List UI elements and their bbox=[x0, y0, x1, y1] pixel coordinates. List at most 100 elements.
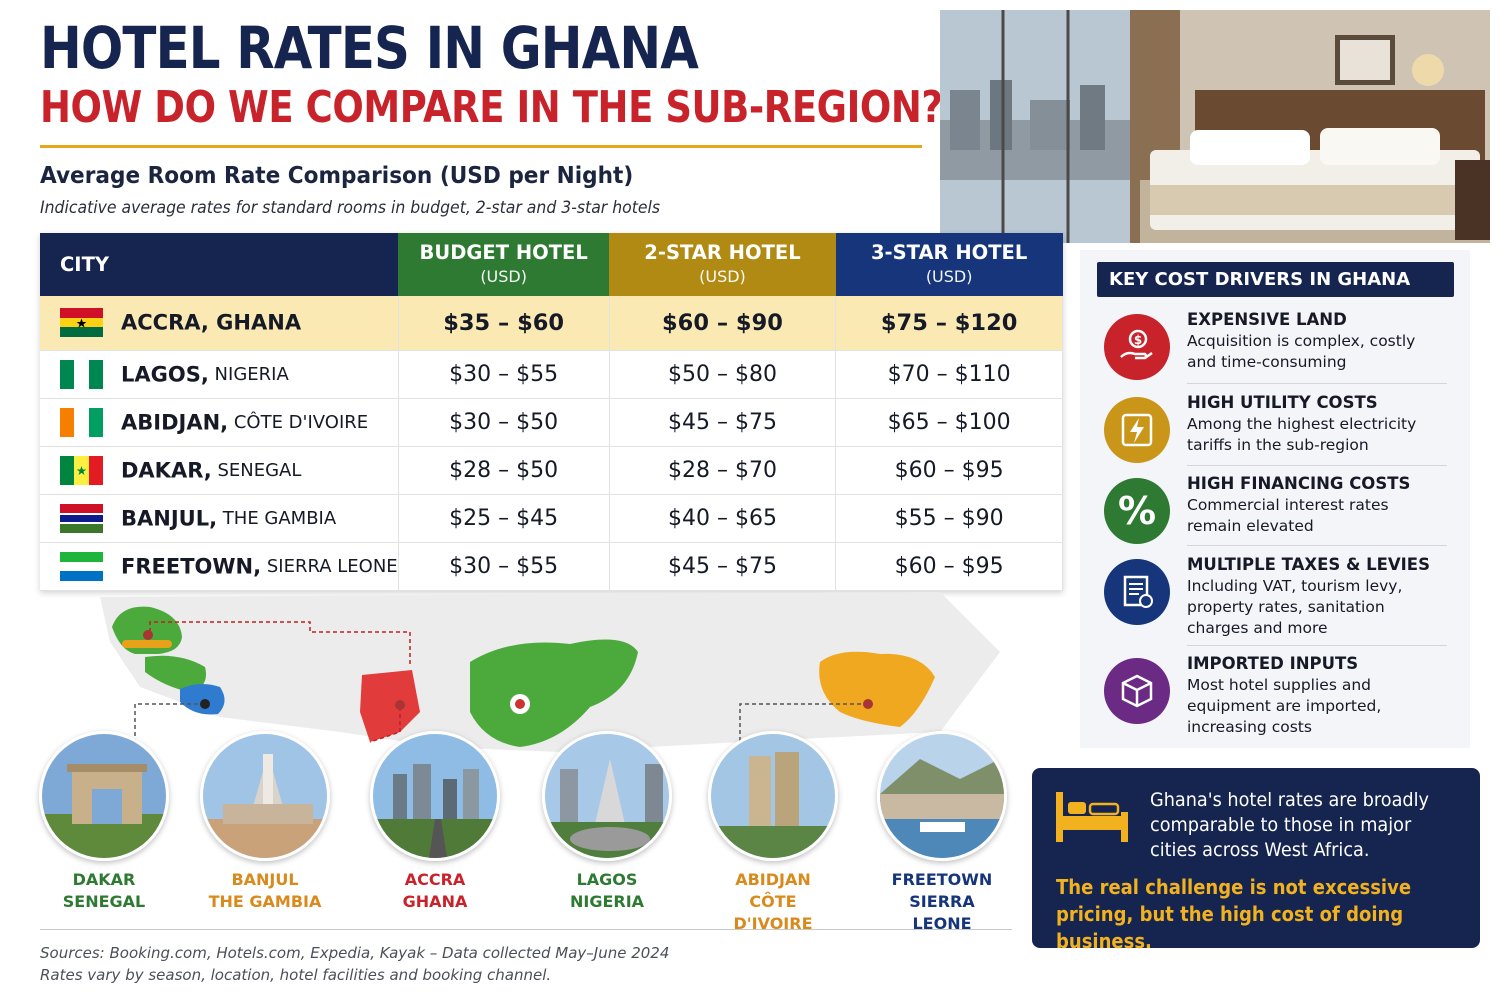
map-pin-icon bbox=[395, 700, 405, 710]
two-star-rate-cell: $60 – $90 bbox=[609, 296, 837, 351]
two-star-rate-cell: $45 – $75 bbox=[609, 542, 837, 591]
three-star-rate-cell: $60 – $95 bbox=[835, 542, 1063, 591]
sierra-leone-shape bbox=[180, 683, 225, 715]
map-pin-icon bbox=[515, 699, 525, 709]
nigeria-flag-icon bbox=[60, 359, 103, 389]
driver-separator bbox=[1187, 545, 1447, 546]
landmark-label: BANJUL THE GAMBIA bbox=[208, 870, 322, 911]
city-cell: ABIDJAN, CÔTE D'IVOIRE bbox=[40, 398, 399, 447]
budget-rate-cell: $25 – $45 bbox=[398, 494, 610, 543]
table-row-banjul: BANJUL, THE GAMBIA $25 – $45 $40 – $65 $… bbox=[40, 494, 1063, 543]
three-star-rate-cell: $65 – $100 bbox=[835, 398, 1063, 447]
budget-rate-cell: $30 – $55 bbox=[398, 350, 610, 399]
sources-divider bbox=[40, 929, 1012, 930]
landmark-accra: ACCRA GHANA bbox=[370, 731, 500, 913]
banjul-landmark-image bbox=[200, 731, 330, 861]
driver-description: Among the highest electricity tariffs in… bbox=[1187, 415, 1417, 454]
column-header-budget: BUDGET HOTEL (USD) bbox=[398, 233, 610, 296]
driver-description: Including VAT, tourism levy, property ra… bbox=[1187, 577, 1403, 637]
three-star-rate-cell: $60 – $95 bbox=[835, 446, 1063, 495]
sources-text: Sources: Booking.com, Hotels.com, Expedi… bbox=[40, 944, 670, 962]
ghana-flag-icon bbox=[60, 308, 103, 338]
nigeria-shape bbox=[470, 639, 638, 747]
driver-description: Commercial interest rates remain elevate… bbox=[1187, 496, 1389, 535]
cote-divoire-flag-icon bbox=[60, 407, 103, 437]
cost-drivers-heading: KEY COST DRIVERS IN GHANA bbox=[1097, 262, 1454, 297]
driver-separator bbox=[1187, 465, 1447, 466]
city-cell: DAKAR, SENEGAL bbox=[40, 446, 399, 495]
two-star-rate-cell: $40 – $65 bbox=[609, 494, 837, 543]
freetown-landmark-image bbox=[877, 731, 1007, 861]
driver-separator bbox=[1187, 383, 1447, 384]
hotel-room-photo bbox=[940, 10, 1490, 243]
landmark-label: LAGOS NIGERIA bbox=[569, 870, 645, 911]
city-cell: BANJUL, THE GAMBIA bbox=[40, 494, 399, 543]
senegal-flag-icon bbox=[60, 455, 103, 485]
driver-description: Most hotel supplies and equipment are im… bbox=[1187, 676, 1382, 736]
driver-title: IMPORTED INPUTS bbox=[1187, 654, 1359, 673]
money-hand-icon: $ bbox=[1104, 314, 1170, 380]
table-row-abidjan: ABIDJAN, CÔTE D'IVOIRE $30 – $50 $45 – $… bbox=[40, 398, 1063, 447]
landmark-freetown: FREETOWN SIERRA LEONE bbox=[877, 731, 1007, 935]
table-row-dakar: DAKAR, SENEGAL $28 – $50 $28 – $70 $60 –… bbox=[40, 446, 1063, 495]
callout-statement: Ghana's hotel rates are broadly comparab… bbox=[1150, 789, 1429, 861]
conclusion-callout: Ghana's hotel rates are broadly comparab… bbox=[1032, 768, 1480, 953]
gambia-shape bbox=[122, 640, 172, 648]
abidjan-landmark-image bbox=[708, 731, 838, 861]
callout-conclusion: The real challenge is not excessive pric… bbox=[1056, 875, 1412, 953]
bed-icon bbox=[1054, 790, 1130, 850]
landmark-label: DAKAR SENEGAL bbox=[62, 870, 146, 911]
two-star-rate-cell: $50 – $80 bbox=[609, 350, 837, 399]
ghana-shape bbox=[360, 670, 420, 742]
three-star-rate-cell: $70 – $110 bbox=[835, 350, 1063, 399]
rate-comparison-table: CITY BUDGET HOTEL (USD) 2-STAR HOTEL (USD)… bbox=[40, 233, 1063, 591]
table-row-freetown: FREETOWN, SIERRA LEONE $30 – $55 $45 – $… bbox=[40, 542, 1063, 591]
landmark-lagos: LAGOS NIGERIA bbox=[542, 731, 672, 913]
section-title: Average Room Rate Comparison (USD per Ni… bbox=[40, 163, 634, 189]
gambia-flag-icon bbox=[60, 503, 103, 533]
driver-description: Acquisition is complex, costly and time-… bbox=[1187, 332, 1416, 371]
driver-title: HIGH UTILITY COSTS bbox=[1187, 393, 1378, 412]
lightning-icon bbox=[1104, 397, 1170, 463]
two-star-rate-cell: $28 – $70 bbox=[609, 446, 837, 495]
section-note: Indicative average rates for standard ro… bbox=[40, 198, 661, 217]
landmark-label: FREETOWN SIERRA LEONE bbox=[891, 870, 993, 933]
percent-icon: % bbox=[1104, 478, 1170, 544]
map-pin-icon bbox=[200, 699, 210, 709]
document-icon bbox=[1104, 559, 1170, 625]
map-pin-icon bbox=[143, 630, 153, 640]
table-header-row: CITY BUDGET HOTEL (USD) 2-STAR HOTEL (USD)… bbox=[40, 233, 1063, 296]
two-star-rate-cell: $45 – $75 bbox=[609, 398, 837, 447]
three-star-rate-cell: $55 – $90 bbox=[835, 494, 1063, 543]
dakar-landmark-image bbox=[39, 731, 169, 861]
landmark-label: ACCRA GHANA bbox=[402, 870, 468, 911]
west-africa-map bbox=[40, 592, 1040, 757]
driver-title: MULTIPLE TAXES & LEVIES bbox=[1187, 555, 1430, 574]
landmark-label: ABIDJAN CÔTE D'IVOIRE bbox=[733, 870, 813, 933]
driver-separator bbox=[1187, 645, 1447, 646]
svg-text:$: $ bbox=[1134, 333, 1142, 347]
budget-rate-cell: $30 – $50 bbox=[398, 398, 610, 447]
landmark-dakar: DAKAR SENEGAL bbox=[39, 731, 169, 913]
column-header-2-star: 2-STAR HOTEL (USD) bbox=[609, 233, 836, 296]
main-subtitle: HOW DO WE COMPARE IN THE SUB-REGION? bbox=[40, 82, 943, 133]
column-header-3-star: 3-STAR HOTEL (USD) bbox=[835, 233, 1063, 296]
column-header-city: CITY bbox=[40, 233, 399, 296]
map-pin-icon bbox=[863, 699, 873, 709]
budget-rate-cell: $28 – $50 bbox=[398, 446, 610, 495]
disclaimer-text: Rates vary by season, location, hotel fa… bbox=[40, 966, 552, 984]
driver-title: HIGH FINANCING COSTS bbox=[1187, 474, 1411, 493]
title-divider bbox=[40, 145, 922, 148]
city-cell: FREETOWN, SIERRA LEONE bbox=[40, 542, 399, 591]
landmark-banjul: BANJUL THE GAMBIA bbox=[200, 731, 330, 913]
table-row-lagos: LAGOS, NIGERIA $30 – $55 $50 – $80 $70 –… bbox=[40, 350, 1063, 399]
city-cell: LAGOS, NIGERIA bbox=[40, 350, 399, 399]
box-icon bbox=[1104, 658, 1170, 724]
budget-rate-cell: $35 – $60 bbox=[398, 296, 610, 351]
accra-landmark-image bbox=[370, 731, 500, 861]
landmark-abidjan: ABIDJAN CÔTE D'IVOIRE bbox=[708, 731, 838, 935]
main-title: HOTEL RATES IN GHANA bbox=[40, 14, 699, 82]
driver-title: EXPENSIVE LAND bbox=[1187, 310, 1347, 329]
three-star-rate-cell: $75 – $120 bbox=[835, 296, 1063, 351]
lagos-landmark-image bbox=[542, 731, 672, 861]
